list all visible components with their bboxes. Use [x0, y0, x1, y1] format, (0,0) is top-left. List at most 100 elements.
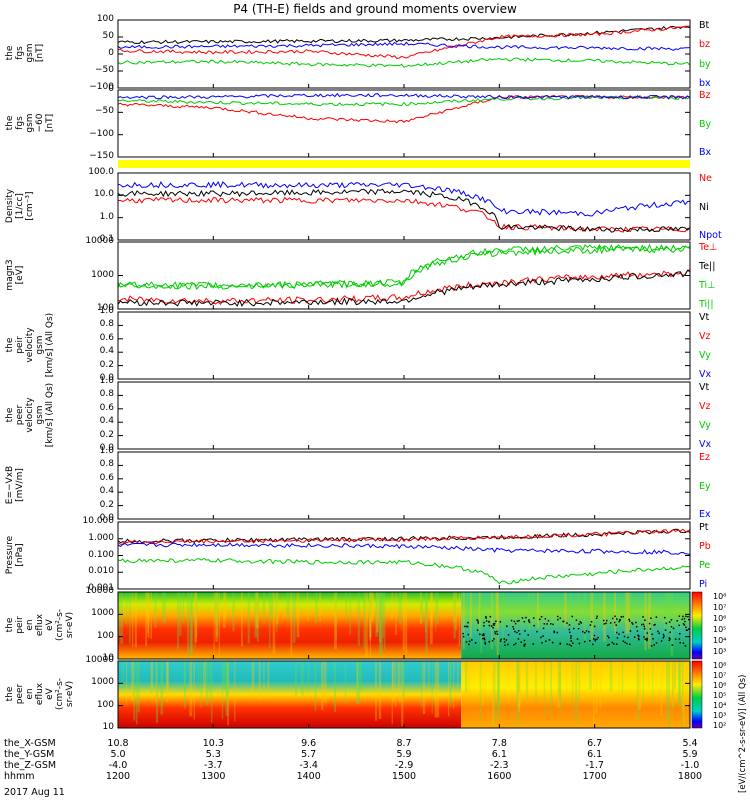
series-line-Ne	[117, 196, 691, 233]
spectro-streak	[150, 661, 154, 693]
spectro-dot	[496, 630, 498, 633]
spectro-streak	[674, 661, 676, 690]
spectro-dot	[642, 616, 644, 618]
legend-entry: bz	[699, 39, 711, 51]
spectro-dot	[483, 634, 485, 637]
spectro-streak	[363, 592, 366, 650]
spectro-streak	[203, 661, 206, 693]
spectro-streak	[681, 661, 684, 713]
y-tick-label: 0.1	[99, 234, 114, 244]
spectro-dot	[524, 643, 526, 645]
x-axis-annotations: the_X-GSM 10.8 10.3 9.6 8.7 7.8 6.7 5.4 the_Y-GS…	[0, 738, 750, 798]
spectro-streak	[300, 661, 304, 696]
spectro-streak	[583, 592, 587, 641]
spectro-dot	[583, 640, 586, 643]
spectro-dot	[566, 643, 568, 645]
colorbar	[691, 591, 703, 660]
spectro-dot	[484, 643, 487, 645]
spectro-dot	[581, 630, 584, 633]
spectro-streak	[678, 661, 681, 707]
spectro-dot	[490, 625, 493, 627]
spectro-streak	[453, 592, 456, 639]
spectro-dot	[596, 638, 598, 641]
spectro-dot	[523, 639, 526, 642]
spectro-dot	[518, 633, 521, 635]
spectro-dot	[463, 625, 466, 628]
spectro-dot	[618, 620, 620, 623]
spectro-streak	[436, 592, 439, 624]
spectro-streak	[200, 661, 203, 708]
spectro-streak	[457, 661, 459, 699]
y-axis-label: en	[25, 618, 35, 631]
x-row-label: the_Z-GSM	[4, 760, 57, 771]
spectro-streak	[125, 592, 128, 624]
spectro-streak	[270, 592, 274, 620]
spectro-streak	[251, 661, 255, 695]
y-axis-label: the	[5, 45, 15, 61]
spectro-streak	[227, 661, 229, 726]
spectro-streak	[307, 661, 310, 693]
series-line-Bz	[117, 94, 691, 124]
spectro-streak	[517, 661, 521, 713]
spectro-dot	[603, 623, 606, 625]
spectro-streak	[518, 661, 521, 707]
spectro-dot	[503, 641, 506, 643]
spectro-streak	[197, 661, 200, 693]
spectro-dot	[495, 620, 497, 622]
spectro-streak	[135, 661, 138, 725]
spectro-dot	[540, 616, 543, 618]
spectro-streak	[221, 661, 224, 720]
x-row-label: the_Y-GSM	[4, 749, 55, 760]
spectro-streak	[455, 592, 457, 631]
y-tick-label: 1000	[91, 269, 114, 280]
spectro-streak	[467, 661, 471, 695]
spectro-streak	[147, 592, 150, 638]
y-axis-label: [mV/m]	[15, 467, 25, 502]
spectro-dot	[568, 624, 571, 626]
spectro-dot	[576, 638, 579, 640]
spectro-streak	[224, 592, 227, 620]
spectro-dot	[592, 638, 595, 640]
spectro-dot	[608, 643, 610, 646]
spectro-streak	[276, 592, 279, 625]
y-tick-label: −100	[89, 128, 114, 139]
spectro-streak	[625, 592, 629, 635]
spectro-streak	[494, 592, 496, 639]
spectro-streak	[614, 592, 617, 635]
spectro-streak	[672, 661, 674, 711]
spectro-streak	[369, 592, 371, 658]
y-tick-label: 10	[102, 722, 114, 732]
spectro-dot	[527, 634, 530, 636]
spectro-streak	[668, 661, 670, 728]
spectro-streak	[263, 592, 265, 623]
y-tick-label: 100	[96, 630, 114, 641]
legend-entry: by	[699, 58, 711, 70]
spectro-streak	[618, 661, 620, 693]
spectro-dot	[525, 616, 527, 619]
spectro-streak	[137, 661, 140, 713]
spectro-dot	[493, 624, 495, 626]
spectro-dot	[589, 640, 591, 642]
panel-frame	[117, 451, 691, 520]
series-line-Pi	[117, 542, 691, 555]
y-tick-label: 0.2	[99, 429, 114, 440]
spectro-streak	[665, 661, 668, 720]
spectro-streak	[527, 661, 529, 691]
legend-entry: Te||	[699, 261, 716, 272]
spectro-streak	[145, 592, 148, 647]
spectro-streak	[166, 661, 169, 694]
spectro-dot	[688, 628, 690, 630]
spectro-streak	[599, 661, 602, 708]
y-tick-label: 0.6	[99, 332, 114, 343]
spectro-dot	[593, 634, 596, 637]
spectro-streak	[234, 661, 236, 722]
y-axis-label: velocity	[25, 396, 35, 433]
spectro-dot	[679, 641, 681, 644]
spectro-dot	[686, 629, 689, 632]
spectro-streak	[223, 592, 226, 629]
colorbar-label: 10⁷	[713, 671, 727, 680]
series-line-by	[117, 57, 691, 68]
spectro-streak	[671, 661, 674, 708]
y-tick-label: −100	[89, 82, 114, 92]
x-tick-label: 1400	[296, 771, 321, 782]
